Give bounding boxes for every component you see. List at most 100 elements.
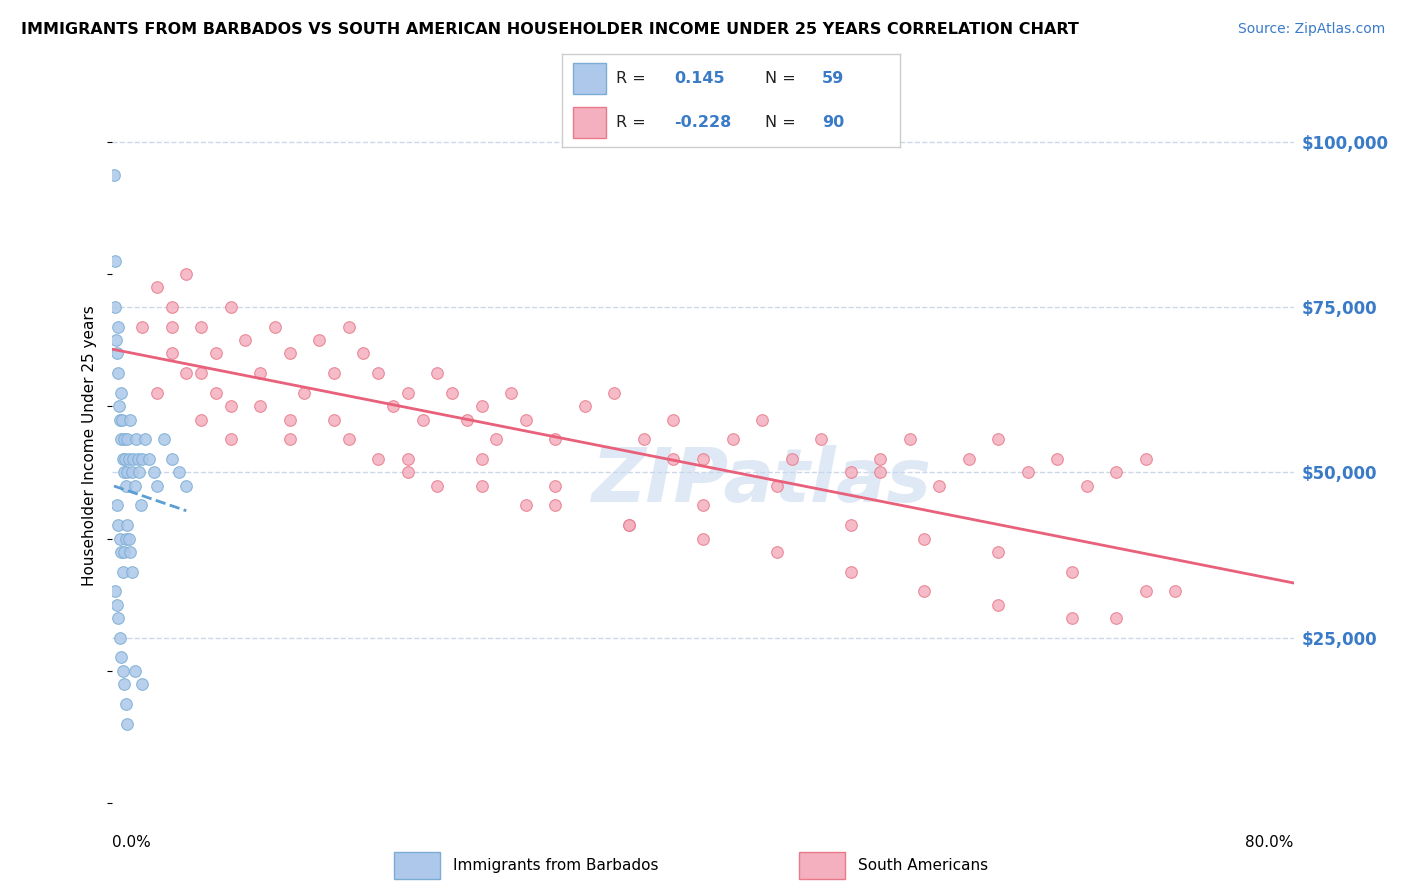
Point xyxy=(987,598,1010,612)
Point xyxy=(957,452,980,467)
Point xyxy=(167,466,190,480)
Point xyxy=(1135,452,1157,467)
Point xyxy=(396,452,419,467)
Point xyxy=(501,386,523,401)
Point xyxy=(131,320,153,334)
Point xyxy=(127,452,149,467)
Point xyxy=(323,367,346,381)
Bar xyxy=(799,852,845,879)
Point xyxy=(138,452,160,467)
Point xyxy=(692,452,714,467)
Point xyxy=(146,280,169,294)
Point xyxy=(233,333,256,347)
Point xyxy=(544,499,567,513)
Point xyxy=(129,499,152,513)
Point xyxy=(190,412,212,426)
Point xyxy=(117,433,138,447)
Text: R =: R = xyxy=(616,115,651,130)
Point xyxy=(219,433,242,447)
Point xyxy=(1076,478,1098,492)
Point xyxy=(619,518,641,533)
Point xyxy=(721,433,744,447)
Point xyxy=(544,433,567,447)
Point xyxy=(914,584,936,599)
Point xyxy=(105,598,128,612)
Point xyxy=(987,545,1010,559)
Point xyxy=(426,367,449,381)
Point xyxy=(111,565,134,579)
Point xyxy=(190,367,212,381)
Point xyxy=(121,466,143,480)
Point xyxy=(112,466,135,480)
Text: 90: 90 xyxy=(823,115,845,130)
Point xyxy=(352,346,374,360)
Point xyxy=(839,466,862,480)
Point xyxy=(110,650,132,665)
Point xyxy=(205,346,228,360)
Point xyxy=(114,532,136,546)
Point xyxy=(146,478,169,492)
Point xyxy=(103,168,125,182)
Point xyxy=(839,565,862,579)
Point xyxy=(120,545,142,559)
Point xyxy=(104,584,127,599)
Point xyxy=(456,412,478,426)
Point xyxy=(278,412,301,426)
Point xyxy=(470,452,494,467)
Point xyxy=(131,677,153,691)
Point xyxy=(264,320,287,334)
Point xyxy=(110,545,132,559)
Point xyxy=(111,664,134,678)
Point xyxy=(121,565,143,579)
Point xyxy=(105,346,128,360)
Point xyxy=(131,452,153,467)
Point xyxy=(108,412,131,426)
Point xyxy=(382,400,405,414)
Point xyxy=(1135,584,1157,599)
Point xyxy=(441,386,464,401)
Text: 80.0%: 80.0% xyxy=(1246,836,1294,850)
Text: N =: N = xyxy=(765,115,801,130)
Point xyxy=(112,433,135,447)
Text: 0.145: 0.145 xyxy=(673,70,724,86)
Point xyxy=(1105,466,1128,480)
Point xyxy=(839,518,862,533)
Point xyxy=(337,320,360,334)
Point xyxy=(1046,452,1069,467)
Point xyxy=(146,386,169,401)
Point xyxy=(574,400,596,414)
Point xyxy=(110,433,132,447)
Point xyxy=(190,320,212,334)
Text: South Americans: South Americans xyxy=(858,858,988,872)
Point xyxy=(160,320,183,334)
Text: Source: ZipAtlas.com: Source: ZipAtlas.com xyxy=(1237,22,1385,37)
Point xyxy=(278,346,301,360)
Point xyxy=(107,320,129,334)
Text: ZIPatlas: ZIPatlas xyxy=(592,445,932,518)
Point xyxy=(692,532,714,546)
Point xyxy=(426,478,449,492)
Text: IMMIGRANTS FROM BARBADOS VS SOUTH AMERICAN HOUSEHOLDER INCOME UNDER 25 YEARS COR: IMMIGRANTS FROM BARBADOS VS SOUTH AMERIC… xyxy=(21,22,1078,37)
Point xyxy=(603,386,626,401)
Point xyxy=(115,466,138,480)
Text: 0.0%: 0.0% xyxy=(112,836,152,850)
Point xyxy=(105,499,128,513)
Point xyxy=(308,333,330,347)
Point xyxy=(118,452,141,467)
Point xyxy=(619,518,641,533)
Point xyxy=(337,433,360,447)
Point xyxy=(110,386,132,401)
Y-axis label: Householder Income Under 25 years: Householder Income Under 25 years xyxy=(82,306,97,586)
Point xyxy=(122,452,145,467)
Point xyxy=(751,412,773,426)
Point xyxy=(412,412,434,426)
Point xyxy=(898,433,921,447)
Point xyxy=(928,478,950,492)
Point xyxy=(111,452,134,467)
Point xyxy=(633,433,655,447)
Point xyxy=(1164,584,1187,599)
Point xyxy=(114,478,136,492)
Text: R =: R = xyxy=(616,70,651,86)
Point xyxy=(120,412,142,426)
Point xyxy=(107,611,129,625)
